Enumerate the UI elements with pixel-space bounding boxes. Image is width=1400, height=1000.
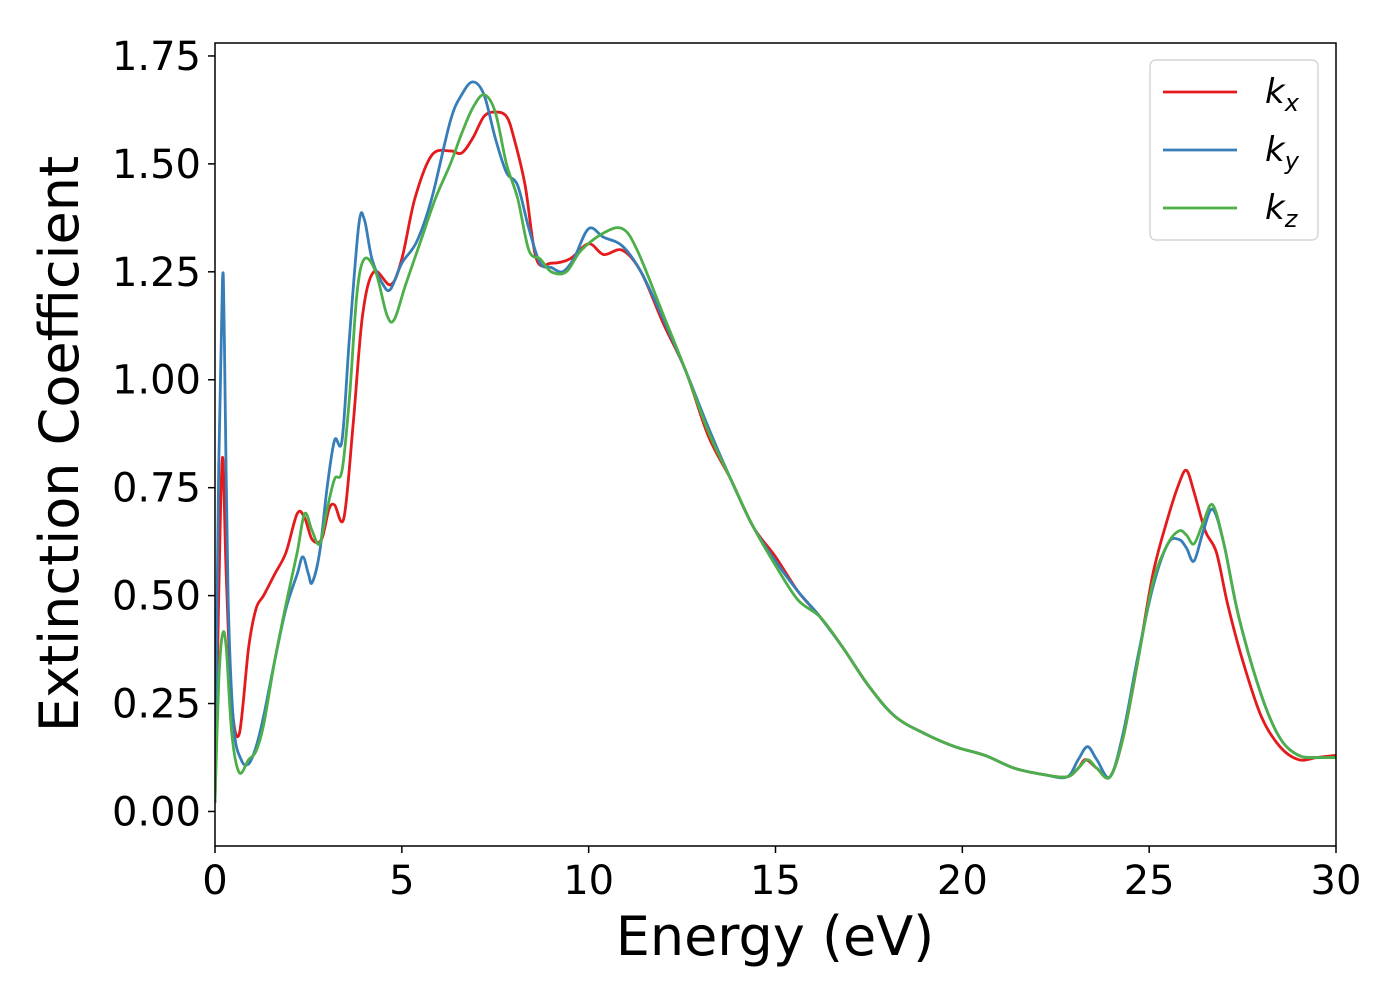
y-tick-label: 0.00 [112,789,201,835]
y-axis-label: Extinction Coefficient [28,156,91,732]
y-tick-label: 1.00 [112,358,201,404]
legend-label-kz: kz [1265,188,1299,233]
plot-lines [215,80,1336,803]
x-tick-label: 20 [937,858,988,904]
series-line-kz [215,93,1336,803]
x-tick-label: 5 [389,858,414,904]
y-tick-label: 0.25 [112,682,201,728]
y-tick-label: 1.75 [112,34,201,80]
x-tick-label: 30 [1311,858,1362,904]
x-tick-label: 15 [750,858,801,904]
y-tick-label: 0.50 [112,574,201,620]
y-tick-label: 1.50 [112,142,201,188]
x-axis-label: Energy (eV) [616,905,935,968]
legend-entries: kx ky kz [1163,72,1300,233]
x-tick-label: 25 [1124,858,1175,904]
x-tick-label: 10 [563,858,614,904]
legend: kx ky kz [1149,59,1319,241]
legend-label-ky: ky [1265,130,1300,175]
x-axis-ticks: 0 5 10 15 20 25 30 [202,846,1361,904]
y-axis-ticks: 0.00 0.25 0.50 0.75 1.00 1.25 1.50 1.75 [112,34,215,835]
y-tick-label: 0.75 [112,466,201,512]
x-tick-label: 0 [202,858,227,904]
series-line-kx [215,110,1336,803]
y-tick-label: 1.25 [112,250,201,296]
legend-label-kx: kx [1265,72,1300,117]
